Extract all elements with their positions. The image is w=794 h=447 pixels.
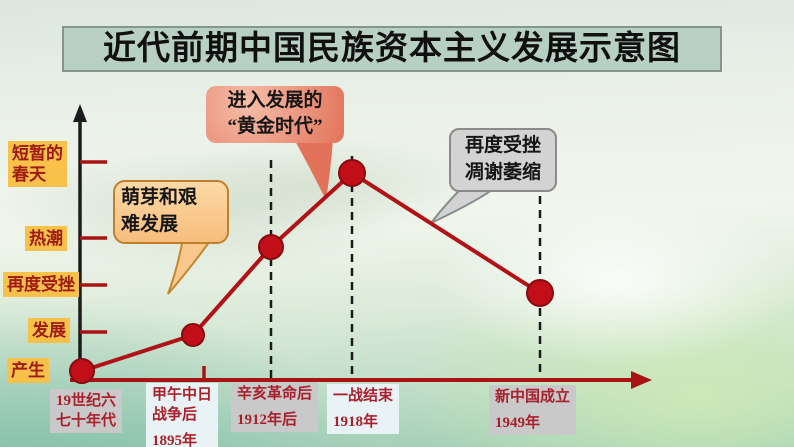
callout-sprout-growth: 萌芽和艰 难发展 bbox=[113, 180, 229, 244]
x-label-1895: 甲午中日 战争后 1895年 bbox=[146, 383, 219, 447]
x-label-1895-line2: 战争后 bbox=[152, 407, 198, 423]
x-label-1895-year: 1895年 bbox=[152, 433, 198, 447]
data-point bbox=[69, 358, 95, 384]
data-point bbox=[526, 279, 554, 307]
y-label-emerge-line1: 产生 bbox=[11, 361, 45, 380]
callout-golden-age-tail bbox=[294, 139, 333, 200]
x-label-1912-line1: 辛亥革命后 bbox=[237, 386, 313, 402]
callout-golden-age: 进入发展的 “黄金时代” bbox=[206, 86, 344, 143]
x-label-1918: 一战结束 1918年 bbox=[327, 384, 400, 434]
data-point bbox=[258, 234, 284, 260]
y-label-boom-line1: 热潮 bbox=[29, 229, 63, 248]
y-label-emerge: 产生 bbox=[7, 358, 49, 383]
callout-sprout-tail bbox=[167, 237, 214, 295]
callout-second-setback-line2: 凋谢萎缩 bbox=[464, 162, 541, 183]
callout-golden-age-line1: 进入发展的 bbox=[227, 90, 323, 111]
y-label-short-spring: 短暂的 春天 bbox=[8, 141, 67, 187]
y-axis-ticks bbox=[80, 160, 107, 334]
x-label-1912-year: 1912年后 bbox=[237, 412, 298, 428]
y-label-develop: 发展 bbox=[28, 318, 70, 343]
data-point bbox=[338, 159, 366, 187]
x-label-1860s70s: 19世纪六 七十年代 bbox=[50, 389, 123, 433]
slide-title: 近代前期中国民族资本主义发展示意图 bbox=[62, 26, 722, 72]
x-label-1860s70s-line2: 七十年代 bbox=[56, 413, 117, 429]
y-label-short-spring-line1: 短暂的 bbox=[12, 144, 63, 163]
callout-sprout-growth-line1: 萌芽和艰 bbox=[121, 187, 198, 208]
callout-second-setback: 再度受挫 凋谢萎缩 bbox=[449, 128, 557, 192]
y-label-setback-line1: 再度受挫 bbox=[7, 275, 75, 294]
x-label-1918-year: 1918年 bbox=[333, 414, 379, 430]
callout-second-setback-line1: 再度受挫 bbox=[464, 135, 541, 156]
y-label-setback: 再度受挫 bbox=[3, 272, 79, 297]
callout-sprout-growth-line2: 难发展 bbox=[121, 214, 179, 235]
development-curve bbox=[69, 159, 554, 384]
y-label-short-spring-line2: 春天 bbox=[12, 165, 46, 184]
y-label-boom: 热潮 bbox=[25, 226, 67, 251]
x-label-1918-line1: 一战结束 bbox=[333, 388, 394, 404]
x-axis-arrow-icon bbox=[631, 371, 652, 389]
x-label-1912: 辛亥革命后 1912年后 bbox=[231, 382, 319, 432]
callout-golden-age-line2: “黄金时代” bbox=[227, 116, 323, 137]
x-label-1949-line1: 新中国成立 bbox=[495, 389, 571, 405]
x-label-1860s70s-line1: 19世纪六 bbox=[56, 393, 117, 409]
x-label-1949: 新中国成立 1949年 bbox=[489, 385, 577, 435]
x-label-1895-line1: 甲午中日 bbox=[152, 387, 213, 403]
x-label-1949-year: 1949年 bbox=[495, 415, 541, 431]
y-axis-arrow-icon bbox=[73, 104, 87, 122]
data-point bbox=[181, 323, 205, 347]
y-label-develop-line1: 发展 bbox=[32, 321, 66, 340]
